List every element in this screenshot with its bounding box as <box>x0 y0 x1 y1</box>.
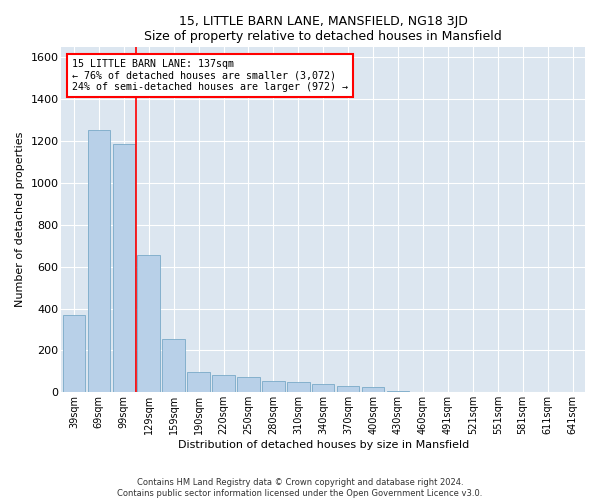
Bar <box>187 372 210 392</box>
Bar <box>262 381 284 392</box>
Bar <box>163 339 185 392</box>
Text: 15 LITTLE BARN LANE: 137sqm
← 76% of detached houses are smaller (3,072)
24% of : 15 LITTLE BARN LANE: 137sqm ← 76% of det… <box>72 59 348 92</box>
Bar <box>113 144 135 392</box>
Bar <box>362 387 385 392</box>
Bar <box>137 255 160 392</box>
Bar <box>212 375 235 392</box>
Bar <box>287 382 310 392</box>
Bar <box>88 130 110 392</box>
Text: Contains HM Land Registry data © Crown copyright and database right 2024.
Contai: Contains HM Land Registry data © Crown c… <box>118 478 482 498</box>
X-axis label: Distribution of detached houses by size in Mansfield: Distribution of detached houses by size … <box>178 440 469 450</box>
Title: 15, LITTLE BARN LANE, MANSFIELD, NG18 3JD
Size of property relative to detached : 15, LITTLE BARN LANE, MANSFIELD, NG18 3J… <box>145 15 502 43</box>
Bar <box>337 386 359 392</box>
Y-axis label: Number of detached properties: Number of detached properties <box>15 132 25 308</box>
Bar <box>63 315 85 392</box>
Bar <box>237 377 260 392</box>
Bar <box>387 391 409 392</box>
Bar <box>312 384 334 392</box>
